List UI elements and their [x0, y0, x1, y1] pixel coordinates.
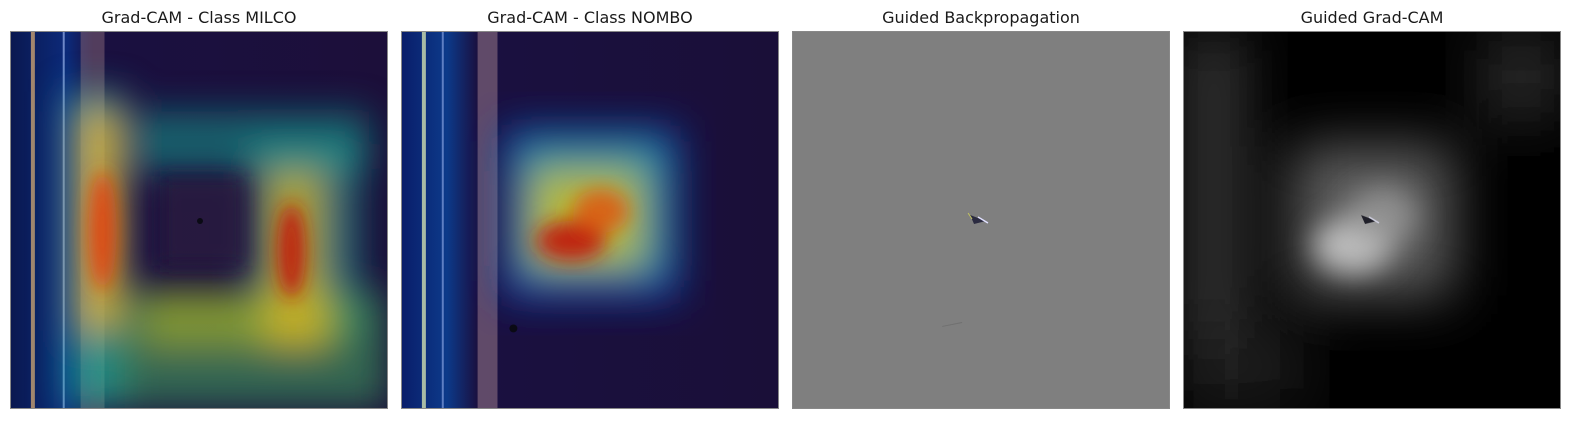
panel-gradcam-milco: Grad-CAM - Class MILCO	[10, 0, 388, 423]
gradcam-nombo-heatmap	[401, 31, 779, 409]
panel-guided-backprop: Guided Backpropagation	[792, 0, 1170, 423]
panel-title: Guided Backpropagation	[882, 8, 1080, 27]
panel-title: Grad-CAM - Class MILCO	[101, 8, 297, 27]
guided-gradcam-image	[1183, 31, 1561, 409]
panel-title: Guided Grad-CAM	[1300, 8, 1444, 27]
gradcam-milco-heatmap	[10, 31, 388, 409]
panel-guided-gradcam: Guided Grad-CAM	[1183, 0, 1561, 423]
panel-title: Grad-CAM - Class NOMBO	[487, 8, 693, 27]
panel-gradcam-nombo: Grad-CAM - Class NOMBO	[401, 0, 779, 423]
guided-backprop-image	[792, 31, 1170, 409]
